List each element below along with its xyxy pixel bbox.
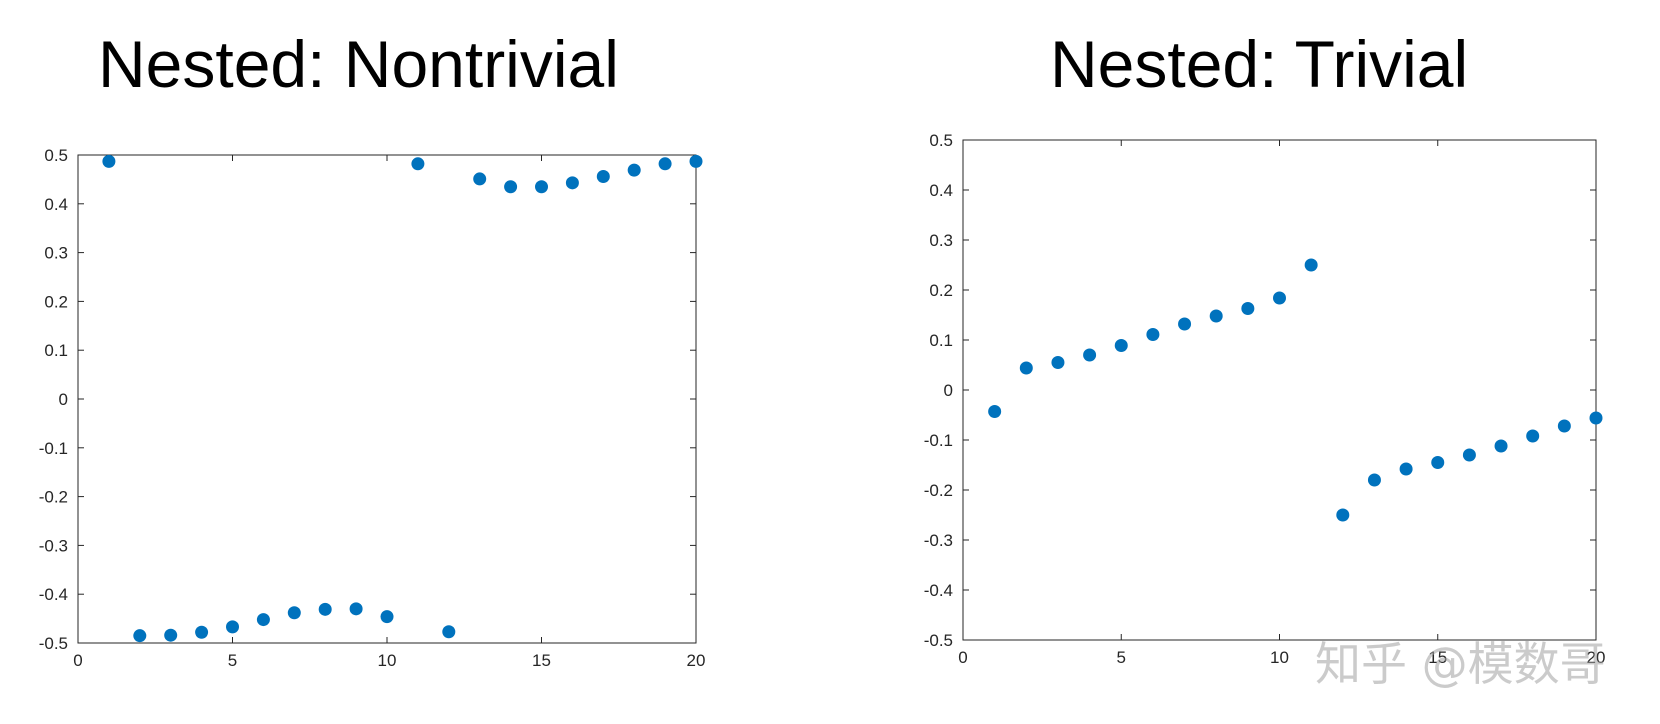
data-point <box>658 157 672 171</box>
data-point <box>318 602 332 616</box>
plot-nested-nontrivial: 0 5 10 15 20 0.5 0.4 0.3 0.2 0.1 0 -0.1 -0.2 -0.3 -0.4… <box>39 146 706 670</box>
y-tick-label: -0.1 <box>39 439 68 458</box>
data-point <box>1589 411 1603 425</box>
axes-box <box>962 139 1597 641</box>
x-tick-label: 5 <box>1117 648 1126 667</box>
data-point <box>1083 348 1097 362</box>
data-point <box>442 625 456 639</box>
data-point <box>473 172 487 186</box>
data-point <box>1304 258 1318 272</box>
data-point <box>1336 508 1350 522</box>
data-point <box>627 163 641 177</box>
data-point <box>164 628 178 642</box>
data-point <box>1494 439 1508 453</box>
y-tick-label: -0.5 <box>39 634 68 653</box>
data-point <box>596 169 610 183</box>
x-tick-label: 20 <box>687 651 706 670</box>
data-point <box>988 405 1002 418</box>
y-tick-label: 0.5 <box>44 146 68 165</box>
data-point <box>195 625 209 639</box>
y-tick-label: -0.4 <box>924 581 953 600</box>
y-tick-label: 0.2 <box>44 292 68 311</box>
y-tick-label: -0.1 <box>924 431 953 450</box>
watermark: 知乎 @模数哥 <box>1315 637 1606 691</box>
data-point <box>1399 462 1413 476</box>
x-tick-label: 20 <box>1587 648 1606 667</box>
y-tick-label: -0.3 <box>924 531 953 550</box>
data-point <box>1367 473 1381 487</box>
data-point <box>1431 456 1445 469</box>
y-tick-label: -0.4 <box>39 585 68 604</box>
data-point <box>1178 317 1192 331</box>
y-tick-label: 0 <box>59 390 68 409</box>
data-point <box>411 157 425 171</box>
data-point <box>1462 448 1476 462</box>
x-tick-label: 15 <box>532 651 551 670</box>
y-tick-label: 0.4 <box>929 181 953 200</box>
data-point <box>226 620 239 634</box>
y-tick-label: -0.2 <box>39 488 68 507</box>
data-point <box>1273 291 1286 305</box>
data-point <box>1241 302 1255 315</box>
data-point <box>1051 356 1065 369</box>
data-point <box>1019 361 1033 375</box>
y-tick-label: 0.4 <box>44 195 68 214</box>
y-tick-label: -0.3 <box>39 536 68 555</box>
data-point <box>287 606 301 620</box>
x-tick-label: 0 <box>73 651 82 670</box>
data-point <box>256 613 270 627</box>
plot-nested-trivial: 0 5 10 15 20 0.5 0.4 0.3 0.2 0.1 0 -0.1 -0.2 -0.3 -0.4… <box>924 131 1606 667</box>
data-point <box>535 180 548 194</box>
data-point <box>565 176 579 190</box>
data-point <box>1114 339 1128 352</box>
x-tick-label: 5 <box>228 651 237 670</box>
y-tick-label: 0.3 <box>44 244 68 263</box>
data-point <box>1557 419 1571 433</box>
y-tick-label: -0.2 <box>924 481 953 500</box>
x-tick-label: 10 <box>1270 648 1289 667</box>
data-point <box>380 610 394 624</box>
data-point <box>1209 309 1223 323</box>
data-point <box>133 629 147 643</box>
y-tick-label: -0.5 <box>924 631 953 650</box>
y-tick-label: 0.5 <box>929 131 953 150</box>
y-tick-label: 0.1 <box>929 331 953 350</box>
y-tick-label: 0.2 <box>929 281 953 300</box>
x-tick-label: 10 <box>378 651 397 670</box>
y-tick-label: 0.1 <box>44 341 68 360</box>
data-point <box>102 154 116 168</box>
data-point <box>1146 328 1160 341</box>
x-tick-label: 0 <box>958 648 967 667</box>
axes-box <box>77 154 697 644</box>
x-tick-label: 15 <box>1428 648 1447 667</box>
y-tick-label: 0 <box>944 381 953 400</box>
data-point <box>1526 429 1540 443</box>
chart-title-nontrivial: Nested: Nontrivial <box>98 27 619 101</box>
data-point <box>349 602 363 616</box>
data-point <box>504 180 518 194</box>
data-point <box>689 154 703 168</box>
chart-title-trivial: Nested: Trivial <box>1050 27 1469 101</box>
y-tick-label: 0.3 <box>929 231 953 250</box>
